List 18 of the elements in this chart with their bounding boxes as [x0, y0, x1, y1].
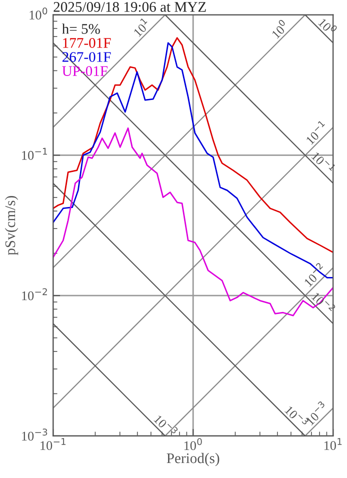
x-tick-label: 10$^{−1}$	[40, 438, 66, 450]
annotation: 10$^{−3}$	[154, 412, 178, 438]
legend-title: h= 5%	[62, 24, 100, 34]
series-label: 177-01F	[63, 38, 111, 48]
annotation: 10$^{−3}$	[284, 404, 310, 428]
x-tick-label: 10$^{0}$	[184, 438, 202, 450]
y-tick-label: 10$^{0}$	[30, 7, 48, 20]
chart-title: 2025/09/18 19:06 at MYZ	[54, 2, 206, 12]
y-tick-label: 10$^{−2}$	[22, 288, 47, 300]
annotation: 10$^{1}$	[131, 17, 151, 37]
y-axis-title: pSv(cm/s)	[4, 196, 18, 256]
y-tick-label: 10$^{−1}$	[22, 148, 47, 160]
annotation: 10$^{−2}$	[302, 262, 326, 288]
y-tick-label: 10$^{−3}$	[22, 428, 48, 441]
x-axis-title: Period(s)	[166, 452, 220, 466]
annotation: 10$^{−1}$	[304, 120, 328, 145]
annotation: 10$^{0}$	[269, 19, 290, 39]
x-tick-label: 10$^{1}$	[324, 438, 342, 450]
